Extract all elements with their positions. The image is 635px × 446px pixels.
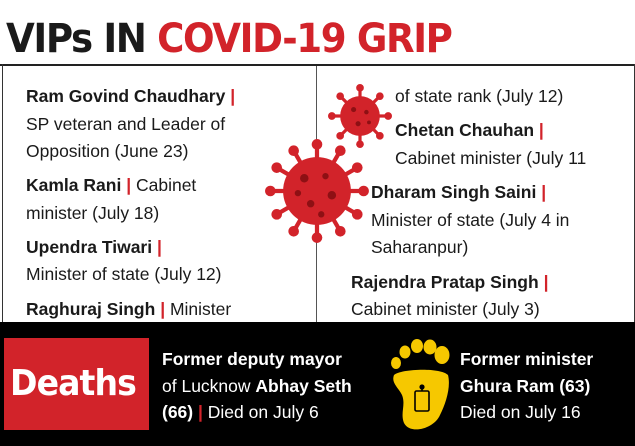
separator: | [538, 120, 544, 140]
coronavirus-icon [265, 139, 369, 243]
death-detail: Former deputy mayor [162, 347, 342, 371]
footprint-tag-icon [391, 339, 450, 430]
deaths-label: Deaths [10, 363, 137, 404]
left-border [2, 64, 3, 322]
entry-heading: Dharam Singh Saini | [371, 180, 546, 204]
entry-detail: Minister of state (July 12) [26, 264, 222, 284]
death-description: of Lucknow [162, 376, 251, 396]
entry-heading: Raghuraj Singh | Minister [26, 297, 231, 321]
title-prefix: VIPs IN [6, 16, 147, 62]
death-detail: Ghura Ram (63) [460, 374, 590, 398]
entry-detail: minister (July 18) [26, 203, 160, 223]
death-age: (66) [162, 402, 194, 422]
entry-heading: Kamla Rani | Cabinet [26, 173, 196, 197]
vip-name: Ram Govind Chaudhary [26, 86, 226, 106]
entry-detail: Minister of state (July 4 in [371, 210, 570, 230]
vip-name: Rajendra Pratap Singh [351, 272, 539, 292]
entry-detail: Minister [169, 299, 232, 319]
separator: | [126, 175, 132, 195]
entry-detail: SP veteran and Leader of [26, 114, 226, 134]
death-detail: of Lucknow Abhay Seth [162, 374, 352, 398]
vip-name: Upendra Tiwari [26, 237, 153, 257]
top-rule [0, 64, 635, 66]
title-highlight: COVID-19 GRIP [157, 16, 453, 62]
page-title: VIPs IN COVID-19 GRIP [6, 14, 453, 64]
separator: | [541, 182, 547, 202]
entry-heading: Upendra Tiwari | [26, 235, 162, 259]
separator: | [198, 402, 203, 422]
vip-name: Dharam Singh Saini [371, 182, 537, 202]
entry-detail: Cabinet [135, 175, 197, 195]
death-date: Died on July 6 [207, 402, 319, 422]
deaths-label-box [4, 338, 149, 430]
death-detail: (66) | Died on July 6 [162, 400, 319, 424]
separator: | [156, 237, 162, 257]
separator: | [160, 299, 166, 319]
separator: | [543, 272, 549, 292]
entry-heading: Ram Govind Chaudhary | [26, 84, 235, 108]
death-name: Abhay Seth [255, 376, 352, 396]
death-detail: Former minister [460, 347, 593, 371]
entry-detail: Cabinet minister (July 11 [395, 148, 587, 168]
entry-detail: Cabinet minister (July 3) [351, 299, 540, 319]
death-name: Ghura Ram (63) [460, 376, 591, 396]
death-date: Died on July 16 [460, 402, 581, 422]
vip-name: Raghuraj Singh [26, 299, 156, 319]
death-description: Former deputy mayor [162, 349, 342, 369]
entry-detail: of state rank (July 12) [395, 86, 564, 106]
entry-heading: Rajendra Pratap Singh | [351, 270, 548, 294]
death-description: Former minister [460, 349, 594, 369]
entry-detail: Opposition (June 23) [26, 141, 189, 161]
vip-name: Chetan Chauhan [395, 120, 535, 140]
entry-heading: Chetan Chauhan | [395, 118, 544, 142]
coronavirus-icon [328, 84, 392, 148]
separator: | [230, 86, 236, 106]
vip-name: Kamla Rani [26, 175, 122, 195]
entry-detail: Saharanpur) [371, 237, 469, 257]
